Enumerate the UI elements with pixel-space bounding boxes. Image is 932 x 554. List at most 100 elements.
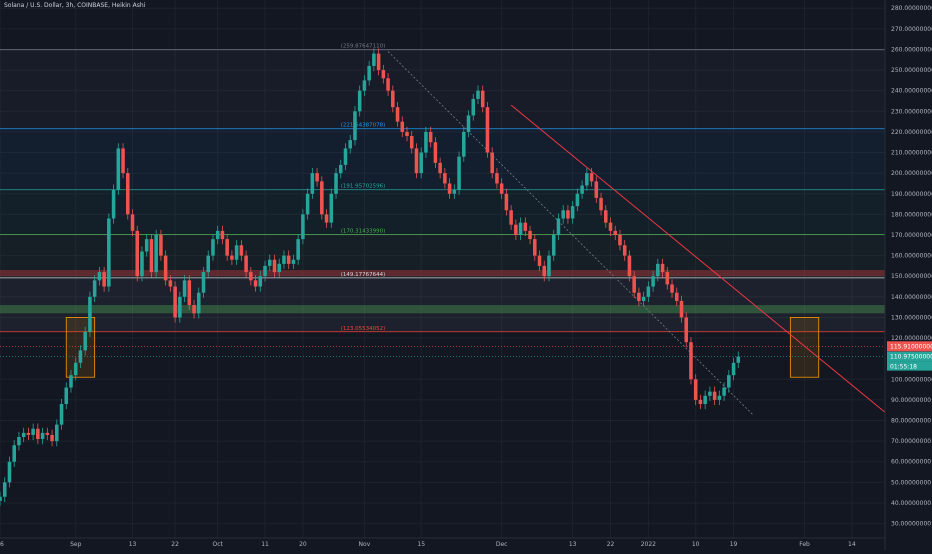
candle-body (656, 263, 660, 277)
time-tick-label: 22 (607, 541, 615, 548)
candle-body (438, 162, 442, 174)
candle-body (689, 342, 693, 380)
candle-body (684, 317, 689, 343)
candle-body (547, 255, 551, 277)
time-tick-label: 10 (692, 541, 700, 548)
candle-body (111, 189, 116, 219)
candle-body (130, 214, 135, 231)
candle-body (670, 284, 674, 293)
candle-body (618, 234, 622, 246)
candle-body (17, 436, 21, 446)
candle-body (92, 280, 97, 297)
price-tick-label: 200.00000000 (891, 170, 932, 177)
candle-body (400, 121, 405, 132)
price-label-bg (887, 341, 932, 352)
candle-body (178, 296, 182, 318)
candle-body (575, 193, 580, 207)
candle-body (372, 53, 376, 66)
candle-body (693, 379, 698, 400)
candle-body (26, 432, 31, 435)
candle-body (239, 245, 244, 256)
candle-body (21, 432, 26, 437)
candle-body (64, 387, 69, 405)
candle-body (329, 193, 334, 223)
candle-body (514, 224, 518, 235)
candle-body (585, 173, 589, 186)
candle-body (537, 255, 542, 266)
candle-body (499, 183, 504, 194)
candle-body (622, 245, 627, 256)
countdown-bg (887, 361, 932, 371)
fib-level-label: (191.95702596) (341, 184, 386, 190)
candle-body (310, 173, 315, 194)
candle-body (348, 140, 352, 149)
time-tick-label: 13 (129, 541, 137, 548)
price-tick-label: 50.00000000 (891, 479, 931, 486)
time-tick-label: Oct (213, 541, 224, 548)
candle-body (107, 218, 111, 287)
fib-band (0, 49, 885, 129)
candle-body (703, 395, 707, 405)
candle-body (168, 280, 173, 287)
candle-body (533, 239, 537, 256)
candle-body (428, 131, 433, 143)
candle-body (679, 300, 684, 318)
candle-body (570, 206, 575, 219)
candle-body (433, 142, 438, 163)
price-label-bg (887, 351, 932, 362)
candle-body (589, 173, 594, 182)
candle-body (73, 362, 78, 376)
chart-title: Solana / U.S. Dollar, 3h, COINBASE, Heik… (4, 2, 146, 9)
candle-body (0, 496, 2, 501)
candle-body (7, 461, 12, 483)
time-tick-label: Feb (799, 541, 810, 548)
candle-body (381, 70, 386, 79)
price-tick-label: 170.00000000 (891, 232, 932, 239)
candle-body (88, 296, 92, 332)
price-tick-label: 30.00000000 (891, 521, 931, 528)
candle-body (504, 193, 509, 211)
candle-body (263, 265, 267, 277)
candle-body (731, 362, 736, 376)
candle-body (324, 214, 329, 223)
candle-body (12, 445, 16, 462)
time-tick-label: 13 (569, 541, 577, 548)
candle-body (490, 152, 494, 174)
candle-body (144, 239, 149, 252)
price-tick-label: 210.00000000 (891, 150, 932, 157)
price-axis[interactable]: 280.00000000 270.00000000 260.00000000 250.… (884, 0, 932, 550)
time-axis[interactable]: 16 Sep 13 22 Oct 11 20 Nov 15 Dec 13 22 2022 10 19 Feb 1… (0, 537, 885, 548)
price-tick-label: 280.00000000 (891, 5, 932, 12)
candle-body (443, 173, 447, 184)
price-label-text: 110.97500000 (890, 354, 932, 361)
candle-body (277, 263, 281, 273)
candle-body (580, 185, 584, 194)
price-label-text: 115.91000000 (890, 343, 932, 350)
time-tick-label: Dec (496, 541, 508, 548)
candle-body (566, 210, 570, 219)
candle-body (367, 65, 371, 81)
candle-body (357, 90, 362, 112)
candle-body (376, 53, 381, 71)
candle-body (97, 272, 102, 281)
candle-body (485, 107, 490, 153)
candle-body (419, 152, 423, 174)
price-tick-label: 250.00000000 (891, 67, 932, 74)
candle-body (154, 234, 158, 273)
candle-body (249, 272, 253, 281)
candle-body (608, 222, 613, 231)
candle-body (234, 245, 239, 260)
candle-body (215, 230, 220, 240)
price-tick-label: 260.00000000 (891, 46, 932, 53)
candle-body (712, 391, 717, 400)
fib-band (0, 277, 885, 332)
price-zone (0, 305, 885, 314)
candle-body (140, 251, 144, 277)
candle-body (272, 259, 277, 273)
price-tick-label: 240.00000000 (891, 88, 932, 95)
price-tick-label: 60.00000000 (891, 459, 931, 466)
candle-body (286, 255, 291, 264)
